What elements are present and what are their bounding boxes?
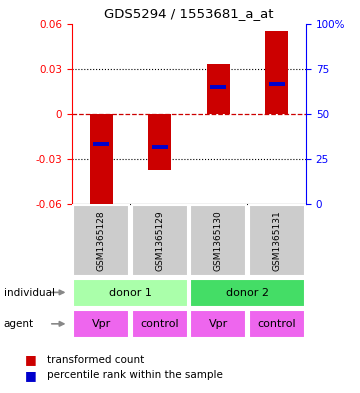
Bar: [93, 142, 109, 146]
Text: GSM1365128: GSM1365128: [97, 210, 106, 271]
Text: donor 1: donor 1: [109, 288, 152, 298]
Bar: [148, 114, 171, 170]
Text: GSM1365129: GSM1365129: [155, 210, 164, 271]
Text: donor 2: donor 2: [226, 288, 269, 298]
Bar: [132, 310, 188, 338]
Bar: [152, 145, 168, 149]
Text: Vpr: Vpr: [92, 319, 111, 329]
Text: transformed count: transformed count: [47, 354, 144, 365]
Text: control: control: [257, 319, 296, 329]
Bar: [73, 205, 129, 276]
Bar: [249, 205, 305, 276]
Bar: [207, 64, 230, 114]
Bar: [73, 279, 188, 307]
Text: control: control: [140, 319, 179, 329]
Text: percentile rank within the sample: percentile rank within the sample: [47, 370, 223, 380]
Text: ■: ■: [25, 369, 37, 382]
Text: Vpr: Vpr: [209, 319, 228, 329]
Bar: [210, 84, 226, 89]
Text: individual: individual: [4, 288, 55, 298]
Bar: [73, 310, 129, 338]
Title: GDS5294 / 1553681_a_at: GDS5294 / 1553681_a_at: [104, 7, 274, 20]
Bar: [265, 31, 288, 114]
Text: GSM1365131: GSM1365131: [272, 210, 281, 271]
Text: GSM1365130: GSM1365130: [214, 210, 223, 271]
Text: ■: ■: [25, 353, 37, 366]
Bar: [90, 114, 113, 208]
Text: agent: agent: [4, 319, 34, 329]
Bar: [190, 205, 246, 276]
Bar: [190, 310, 246, 338]
Bar: [269, 82, 285, 86]
Bar: [249, 310, 305, 338]
Bar: [190, 279, 305, 307]
Bar: [132, 205, 188, 276]
